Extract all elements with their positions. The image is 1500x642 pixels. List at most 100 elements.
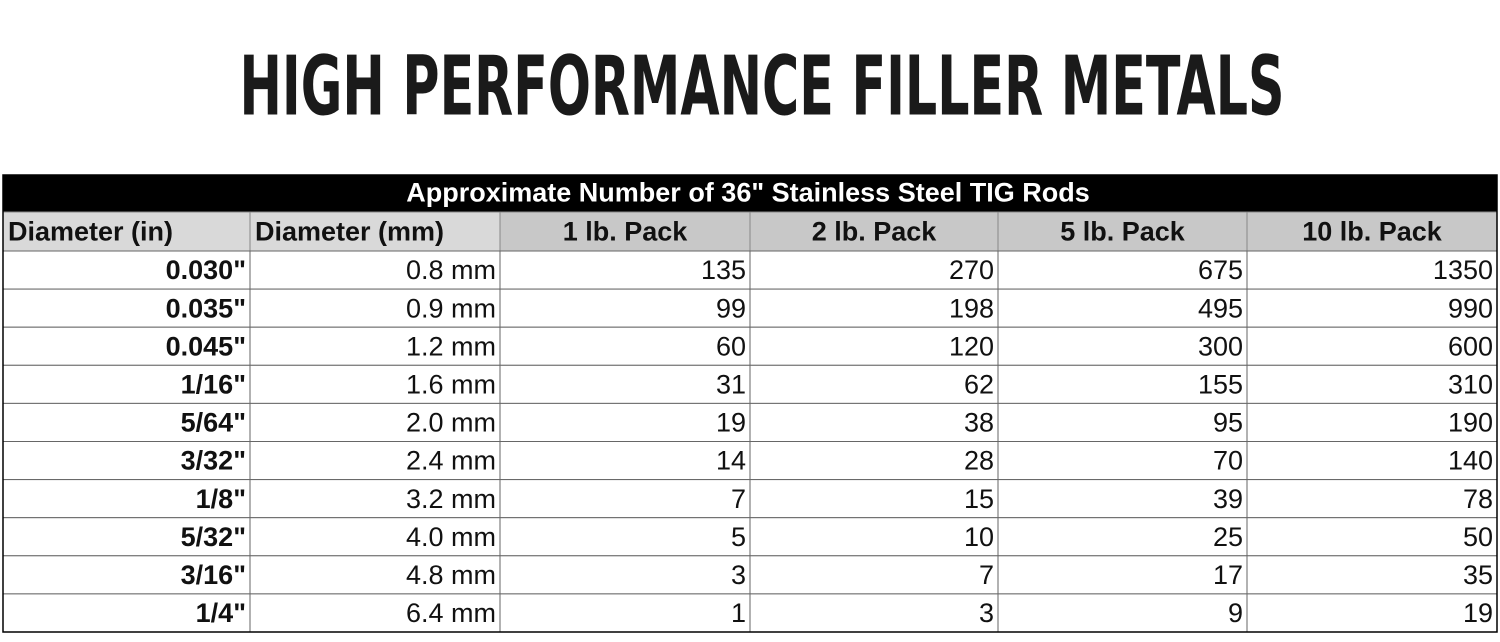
cell: 675	[1198, 255, 1243, 285]
cell-box	[749, 364, 999, 404]
cell: 0.030"	[166, 255, 246, 285]
cell: 4.0 mm	[406, 522, 496, 552]
cell: 5/64"	[181, 408, 246, 438]
cell-box	[249, 441, 501, 481]
cell-box	[749, 555, 999, 595]
cell: 6.4 mm	[406, 598, 496, 628]
cell: 25	[1213, 522, 1243, 552]
cell-box	[749, 593, 999, 633]
cell-box	[499, 441, 751, 481]
cell: 2.4 mm	[406, 446, 496, 476]
cell: 0.8 mm	[406, 255, 496, 285]
cell: 60	[716, 331, 746, 361]
cell-box	[249, 364, 501, 404]
cell: 78	[1463, 484, 1493, 514]
cell: 120	[949, 331, 994, 361]
cell-box	[749, 402, 999, 442]
cell: 140	[1448, 446, 1493, 476]
cell: 28	[964, 446, 994, 476]
cell: 14	[716, 446, 746, 476]
cell: 300	[1198, 331, 1243, 361]
cell-box	[1246, 555, 1498, 595]
cell: 0.9 mm	[406, 293, 496, 323]
header-label: 1 lb. Pack	[563, 217, 689, 247]
cell: 19	[716, 408, 746, 438]
cell: 19	[1463, 598, 1493, 628]
cell-box	[499, 288, 751, 328]
header-cell	[2, 211, 251, 252]
cell-box	[997, 593, 1248, 633]
cell: 1/4"	[196, 598, 246, 628]
cell: 7	[731, 484, 746, 514]
cell-box	[499, 250, 751, 290]
cell-box	[249, 517, 501, 557]
cell: 270	[949, 255, 994, 285]
cell: 35	[1463, 560, 1493, 590]
cell: 1.6 mm	[406, 369, 496, 399]
cell: 7	[979, 560, 994, 590]
cell: 15	[964, 484, 994, 514]
cell: 3/32"	[181, 446, 246, 476]
cell-box	[997, 555, 1248, 595]
cell-box	[1246, 250, 1498, 290]
cell: 310	[1448, 369, 1493, 399]
cell-box	[1246, 517, 1498, 557]
cell-box	[1246, 593, 1498, 633]
cell: 198	[949, 293, 994, 323]
header-label: Diameter (mm)	[255, 217, 444, 247]
caption: Approximate Number of 36" Stainless Stee…	[406, 178, 1089, 208]
cell-box	[997, 441, 1248, 481]
header-label: Diameter (in)	[8, 217, 173, 247]
cell-box	[499, 593, 751, 633]
cell-box	[749, 326, 999, 366]
cell-box	[749, 479, 999, 519]
cell: 2.0 mm	[406, 408, 496, 438]
cell: 1350	[1433, 255, 1493, 285]
cell-box	[749, 250, 999, 290]
cell: 70	[1213, 446, 1243, 476]
cell: 0.045"	[166, 331, 246, 361]
cell: 600	[1448, 331, 1493, 361]
cell-box	[249, 326, 501, 366]
cell: 10	[964, 522, 994, 552]
cell-box	[2, 364, 251, 404]
cell: 3/16"	[181, 560, 246, 590]
cell: 990	[1448, 293, 1493, 323]
cell-box	[997, 402, 1248, 442]
header-cell	[249, 211, 501, 252]
cell: 3	[731, 560, 746, 590]
cell: 5/32"	[181, 522, 246, 552]
cell-box	[499, 326, 751, 366]
cell: 31	[716, 369, 746, 399]
cell: 39	[1213, 484, 1243, 514]
cell: 99	[716, 293, 746, 323]
header-label: 5 lb. Pack	[1060, 217, 1186, 247]
cell-box	[2, 250, 251, 290]
cell: 5	[731, 522, 746, 552]
cell: 155	[1198, 369, 1243, 399]
cell-box	[997, 364, 1248, 404]
cell-box	[499, 364, 751, 404]
cell-box	[249, 250, 501, 290]
cell: 1	[731, 598, 746, 628]
cell: 50	[1463, 522, 1493, 552]
cell: 9	[1228, 598, 1243, 628]
cell: 38	[964, 408, 994, 438]
cell-box	[249, 288, 501, 328]
cell: 1/16"	[181, 369, 246, 399]
cell: 62	[964, 369, 994, 399]
cell: 0.035"	[166, 293, 246, 323]
cell: 4.8 mm	[406, 560, 496, 590]
cell-box	[1246, 326, 1498, 366]
cell-box	[499, 517, 751, 557]
header-label: 2 lb. Pack	[812, 217, 938, 247]
cell: 3.2 mm	[406, 484, 496, 514]
cell: 1.2 mm	[406, 331, 496, 361]
cell-box	[749, 441, 999, 481]
cell: 135	[701, 255, 746, 285]
cell-box	[499, 555, 751, 595]
cell: 495	[1198, 293, 1243, 323]
cell: 17	[1213, 560, 1243, 590]
cell-box	[249, 555, 501, 595]
cell-box	[1246, 364, 1498, 404]
